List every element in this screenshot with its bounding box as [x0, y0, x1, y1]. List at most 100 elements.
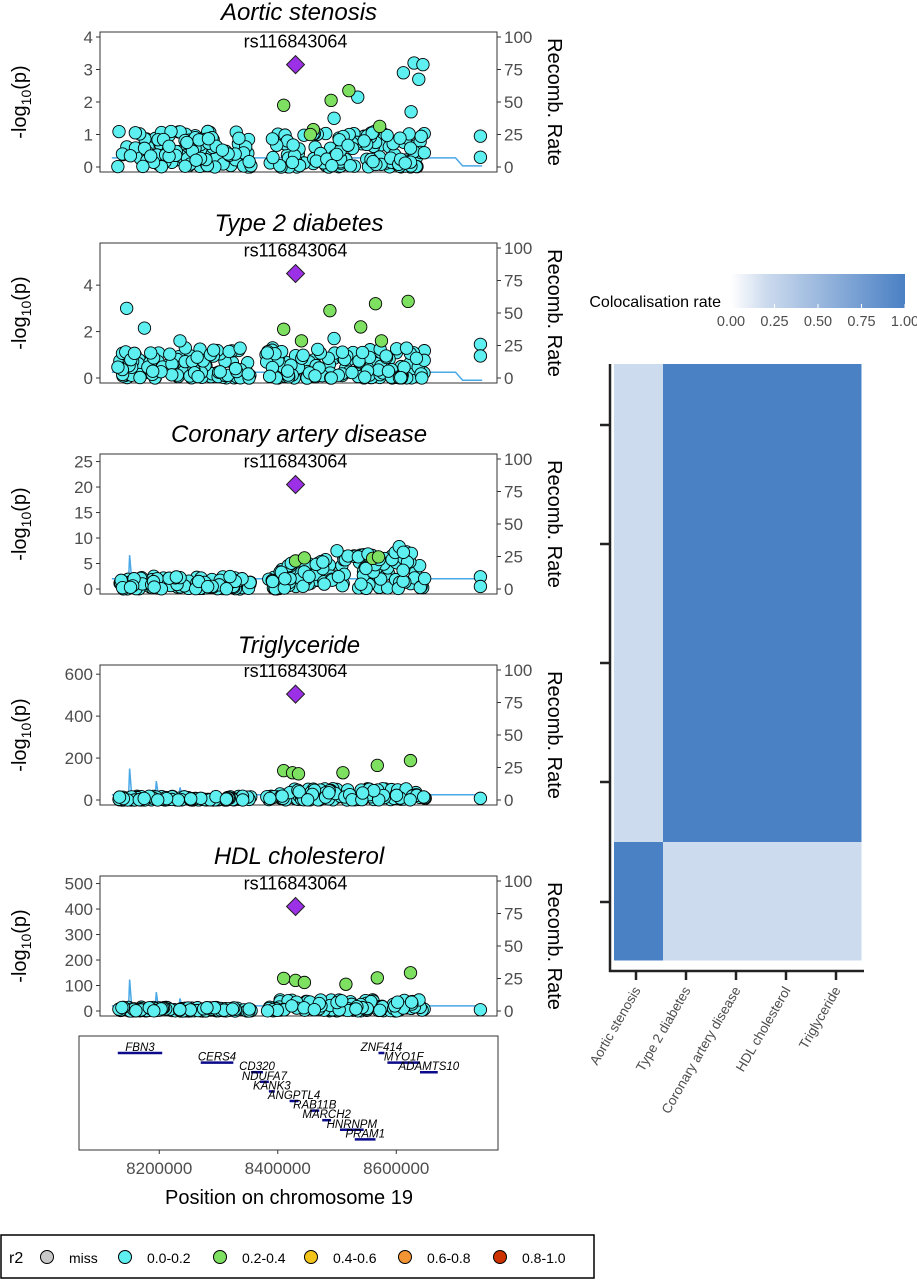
heat-cell: [762, 483, 812, 604]
y-tick-label: 4: [84, 28, 93, 47]
snp-point: [367, 784, 381, 798]
y-tick-label: 1: [84, 126, 93, 145]
panel-title: Aortic stenosis: [219, 0, 377, 26]
snp-point: [144, 149, 158, 163]
snp-point: [398, 156, 412, 170]
y-tick-label: 5: [84, 555, 93, 574]
y-tick-label: 0: [84, 580, 93, 599]
heat-cell: [614, 722, 664, 843]
y2-tick-label: 25: [504, 337, 523, 356]
colorbar: [731, 274, 905, 308]
heat-cell: [663, 842, 713, 961]
y-tick-label: 15: [74, 504, 93, 523]
legend-item-label: 0.8-1.0: [522, 1250, 566, 1266]
y2-tick-label: 50: [504, 937, 523, 956]
snp-point: [233, 341, 247, 355]
snp-point: [343, 159, 357, 173]
snp-point: [228, 361, 243, 376]
y2-tick-label: 25: [504, 548, 523, 567]
snp-point-r2-mid: [342, 83, 356, 98]
snp-point: [292, 785, 306, 799]
heat-cell: [811, 722, 862, 843]
snp-point: [325, 158, 339, 173]
snp-point-r2-mid: [303, 127, 318, 142]
heat-cell: [614, 842, 664, 961]
lead-snp-marker: [285, 54, 306, 75]
snp-point: [242, 1002, 256, 1016]
snp-point-r2-mid: [297, 975, 312, 990]
panel-frame: [99, 875, 498, 1017]
snp-point: [331, 569, 346, 584]
y-tick-label: 600: [65, 665, 93, 684]
legend-swatch: [118, 1250, 132, 1264]
snp-point: [223, 569, 237, 584]
legend-title: r2: [9, 1250, 23, 1267]
snp-point: [359, 561, 373, 576]
y2-tick-label: 0: [504, 1002, 513, 1021]
y-tick-label: 25: [74, 453, 93, 472]
snp-point: [316, 555, 330, 569]
locus-panel: Type 2 diabetes 0 2 4 0 25 50 75 100 -log10(p) Rec…: [9, 210, 565, 388]
lead-snp-marker: [285, 474, 306, 495]
snp-point: [354, 577, 368, 591]
snp-point: [330, 544, 344, 558]
snp-point-r2-mid: [277, 98, 291, 112]
y2-axis-label: Recomb. Rate: [543, 38, 565, 166]
snp-point: [473, 337, 488, 351]
snp-point: [416, 57, 430, 72]
snp-point: [136, 159, 150, 174]
y2-tick-label: 50: [504, 515, 523, 534]
snp-point: [146, 364, 160, 378]
snp-point: [190, 350, 204, 364]
gene-label: KANK3: [253, 1080, 291, 1092]
snp-point: [112, 790, 127, 804]
snp-point: [396, 563, 410, 577]
lead-snp-label: rs116843064: [244, 873, 348, 893]
snp-point: [390, 995, 405, 1009]
heat-cell: [811, 842, 862, 961]
lead-snp-label: rs116843064: [244, 661, 348, 681]
legend-swatch: [213, 1250, 227, 1264]
snp-point: [265, 132, 280, 146]
snp-point: [355, 786, 370, 800]
heat-cell: [614, 483, 664, 604]
snp-point: [206, 343, 221, 357]
y2-tick-label: 0: [504, 791, 513, 810]
heat-cell: [712, 364, 763, 484]
y2-tick-label: 25: [504, 126, 523, 145]
heat-cell: [712, 603, 763, 723]
snp-point: [213, 365, 227, 379]
snp-point: [263, 791, 277, 806]
snp-point: [302, 569, 316, 584]
snp-point: [381, 364, 396, 378]
snp-point: [296, 348, 310, 362]
snp-point-r2-mid: [371, 550, 386, 564]
heat-cell: [663, 483, 713, 604]
y2-tick-label: 50: [504, 93, 523, 112]
snp-point-r2-mid: [294, 334, 309, 348]
y-axis-label: -log10(p): [9, 698, 34, 771]
snp-point: [409, 351, 424, 365]
snp-point: [201, 580, 215, 594]
snp-point: [417, 146, 431, 160]
snp-point: [389, 788, 404, 802]
snp-point: [317, 577, 331, 591]
snp-point: [380, 128, 394, 143]
snp-point: [133, 370, 147, 385]
gene-label: PRAM1: [345, 1128, 385, 1140]
lead-snp-label: rs116843064: [244, 451, 348, 471]
snp-point: [349, 1002, 363, 1016]
colorbar-label: Colocalisation rate: [589, 294, 721, 311]
snp-point: [151, 793, 165, 807]
gene-label: FBN3: [125, 1042, 155, 1054]
snp-point: [162, 139, 176, 153]
heat-cell: [762, 603, 812, 723]
snp-point: [171, 793, 185, 807]
y2-tick-label: 100: [504, 239, 532, 258]
colorbar-tick-label: 0.75: [847, 314, 875, 330]
snp-point-r2-mid: [403, 753, 418, 768]
snp-point: [262, 369, 277, 383]
snp-point: [327, 111, 341, 125]
